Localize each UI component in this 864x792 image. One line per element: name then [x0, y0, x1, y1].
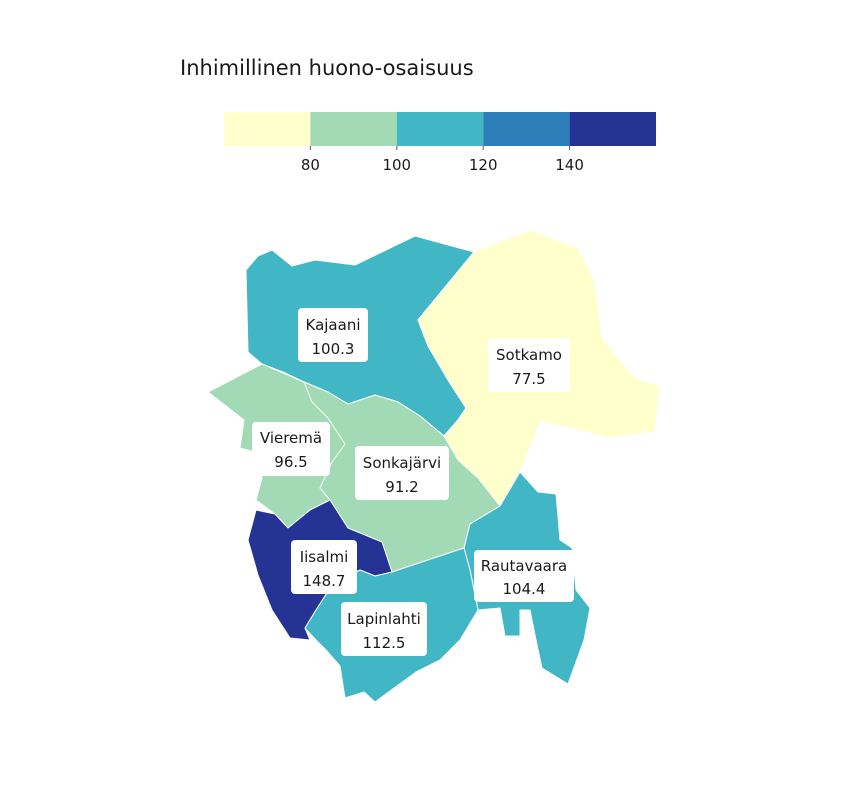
legend: 80 100 120 140: [224, 112, 656, 174]
label-box: [341, 602, 427, 656]
label-name: Sotkamo: [496, 346, 562, 364]
label-name: Rautavaara: [481, 557, 567, 575]
legend-bin-2: [310, 112, 397, 146]
border-line: [303, 381, 346, 501]
label-box: [252, 422, 330, 476]
label-value: 96.5: [274, 453, 307, 471]
label-name: Lapinlahti: [347, 610, 421, 628]
label-value: 104.4: [503, 580, 546, 598]
label-box: [291, 540, 357, 594]
legend-tick-100: 100: [382, 156, 411, 174]
label-value: 77.5: [512, 370, 545, 388]
label-box: [474, 550, 574, 602]
label-name: Kajaani: [306, 316, 361, 334]
label-box: [298, 308, 368, 362]
legend-bin-3: [396, 112, 484, 146]
label-name: Sonkajärvi: [363, 454, 441, 472]
label-value: 148.7: [303, 572, 346, 590]
label-kajaani: Kajaani 100.3: [298, 308, 368, 362]
legend-title: Inhimillinen huono-osaisuus: [180, 56, 474, 80]
legend-bin-1: [224, 112, 311, 146]
label-sotkamo: Sotkamo 77.5: [488, 338, 570, 392]
label-rautavaara: Rautavaara 104.4: [474, 550, 574, 602]
legend-tick-120: 120: [469, 156, 498, 174]
label-name: Vieremä: [260, 429, 322, 447]
label-name: Iisalmi: [300, 548, 349, 566]
label-sonkajarvi: Sonkajärvi 91.2: [355, 446, 449, 500]
legend-bin-5: [569, 112, 656, 146]
label-value: 100.3: [312, 340, 355, 358]
label-box: [355, 446, 449, 500]
legend-tick-80: 80: [301, 156, 320, 174]
legend-tick-140: 140: [555, 156, 584, 174]
legend-bin-4: [483, 112, 570, 146]
label-box: [488, 338, 570, 392]
label-lapinlahti: Lapinlahti 112.5: [341, 602, 427, 656]
region-labels: Kajaani 100.3 Sotkamo 77.5 Vieremä 96.5 …: [252, 308, 574, 656]
label-vierema: Vieremä 96.5: [252, 422, 330, 476]
label-iisalmi: Iisalmi 148.7: [291, 540, 357, 594]
label-value: 91.2: [385, 478, 418, 496]
label-value: 112.5: [363, 634, 406, 652]
